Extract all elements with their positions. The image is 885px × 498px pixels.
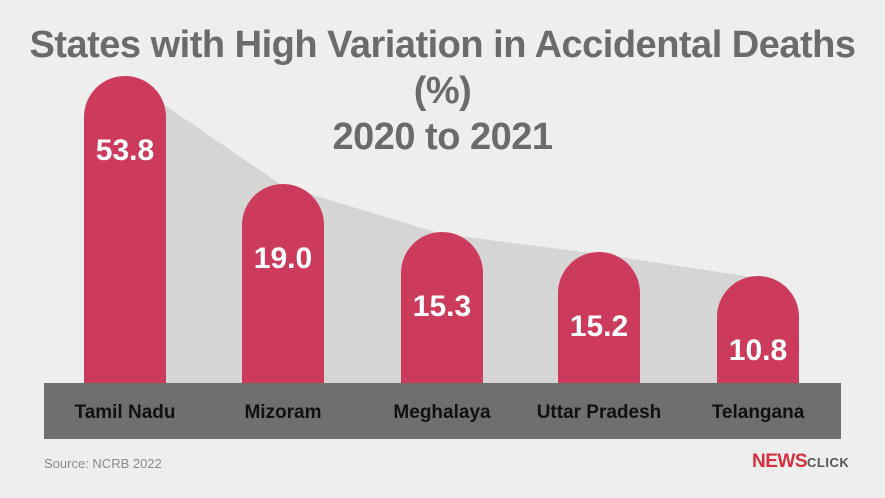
logo-news: NEWS (752, 451, 808, 472)
data-label: 53.8 (96, 134, 154, 167)
bar-meghalaya (401, 232, 483, 383)
chart-title: States with High Variation in Accidental… (0, 22, 885, 160)
source-note: Source: NCRB 2022 (44, 456, 162, 471)
bar-tamil-nadu (84, 76, 166, 383)
category-label: Mizoram (244, 402, 321, 423)
category-labels-group: Tamil Nadu Mizoram Meghalaya Uttar Pradesh T… (75, 402, 805, 423)
category-label: Uttar Pradesh (537, 402, 662, 423)
data-label: 15.3 (413, 290, 471, 323)
category-label: Telangana (712, 402, 805, 423)
category-label: Meghalaya (393, 402, 491, 423)
bar-telangana (717, 276, 799, 383)
newsclick-logo: NEWSCLICK (752, 451, 849, 473)
data-label: 15.2 (570, 310, 628, 343)
data-label: 10.8 (729, 334, 787, 367)
title-line-1: States with High Variation in Accidental… (29, 24, 856, 112)
bar-mizoram (242, 184, 324, 383)
data-label: 19.0 (254, 242, 312, 275)
bars-group: 53.8 19.0 15.3 15.2 10.8 (84, 76, 799, 383)
bar-uttar-pradesh (558, 252, 640, 383)
category-band (44, 383, 841, 439)
category-label: Tamil Nadu (75, 402, 176, 423)
logo-click: CLICK (807, 455, 850, 470)
title-line-2: 2020 to 2021 (332, 116, 553, 158)
